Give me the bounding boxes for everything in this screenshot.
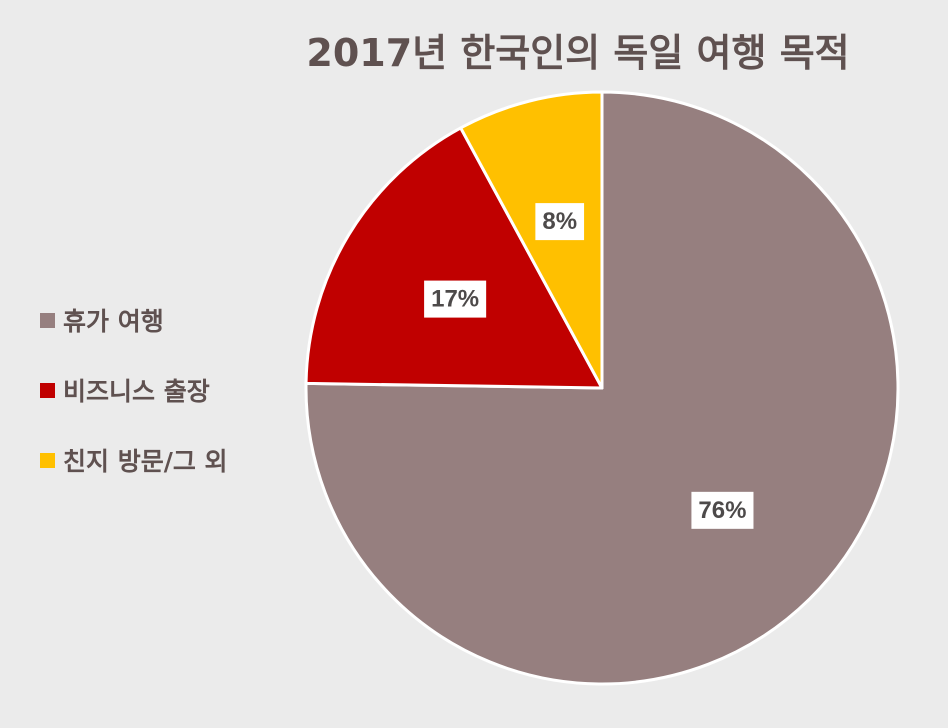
pie-slice-family-visit — [459, 90, 604, 390]
legend-item-vacation: 휴가 여행 — [40, 302, 228, 338]
data-label-family-visit: 8% — [535, 203, 585, 241]
data-label-box-family-visit — [535, 203, 585, 241]
data-label-box-vacation — [691, 491, 754, 529]
pie-slice-vacation — [304, 90, 900, 686]
legend-item-family-visit: 친지 방문/그 외 — [40, 442, 228, 478]
legend-label-family-visit: 친지 방문/그 외 — [63, 447, 228, 476]
data-label-business: 17% — [424, 280, 487, 318]
pie-slices — [304, 90, 900, 686]
legend-item-business: 비즈니스 출장 — [40, 372, 228, 408]
data-label-box-business — [424, 280, 487, 318]
data-label-vacation: 76% — [691, 491, 754, 529]
legend-swatch-vacation — [40, 312, 55, 328]
legend-label-vacation: 휴가 여행 — [63, 307, 164, 336]
pie-data-labels: 76% 17% 8% — [424, 203, 754, 529]
legend-swatch-business — [40, 382, 55, 398]
data-label-text-business: 17% — [431, 286, 479, 313]
chart-title: 2017년 한국인의 독일 여행 목적 — [306, 31, 850, 75]
legend-swatch-family-visit — [40, 452, 55, 468]
data-label-text-family-visit: 8% — [542, 208, 577, 235]
legend: 휴가 여행 비즈니스 출장 친지 방문/그 외 — [40, 302, 228, 512]
legend-label-business: 비즈니스 출장 — [63, 377, 210, 406]
pie-slice-business — [304, 126, 604, 390]
data-label-text-vacation: 76% — [698, 497, 746, 524]
